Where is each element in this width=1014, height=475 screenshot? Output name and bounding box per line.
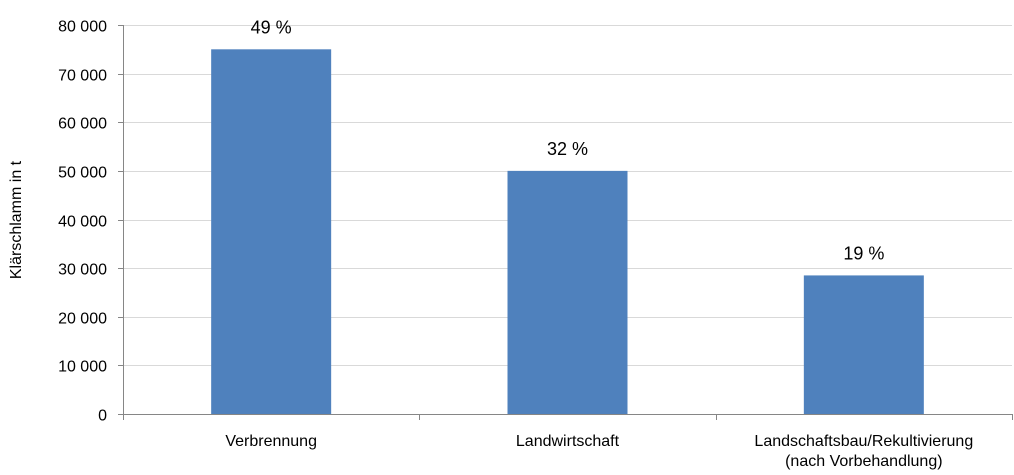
y-tick-label: 50 000 [58,165,107,182]
y-tick-label: 10 000 [58,359,107,376]
category-label-line: Landwirtschaft [516,433,620,450]
y-tick-label: 40 000 [58,214,107,231]
bars [211,49,924,414]
data-label: 19 % [843,243,884,263]
axes [118,25,1013,420]
data-label: 32 % [547,139,588,159]
category-label-line: Landschaftsbau/Rekultivierung [754,433,973,450]
y-tick-label: 60 000 [58,116,107,133]
y-tick-label: 70 000 [58,68,107,85]
category-labels: Verbrennung Landwirtschaft Landschaftsbau/… [225,433,973,470]
bar [211,49,332,414]
data-label: 49 % [251,17,292,37]
bar [803,275,924,414]
category-label: Verbrennung [225,433,317,450]
bar [507,170,628,414]
category-label-line: (nach Vorbehandlung) [785,453,942,470]
y-tick-labels: 0 10 000 20 000 30 000 40 000 50 000 60 000 70 … [58,19,107,425]
y-tick-label: 0 [98,408,107,425]
y-tick-label: 20 000 [58,311,107,328]
y-tick-label: 80 000 [58,19,107,36]
category-label-line: Verbrennung [225,433,317,450]
y-tick-label: 30 000 [58,262,107,279]
y-axis-title: Klärschlamm in t [8,160,25,279]
data-labels: 49 % 32 % 19 % [251,17,885,263]
category-label: Landwirtschaft [516,433,620,450]
category-label: Landschaftsbau/Rekultivierung (nach Vorbe… [754,433,973,470]
